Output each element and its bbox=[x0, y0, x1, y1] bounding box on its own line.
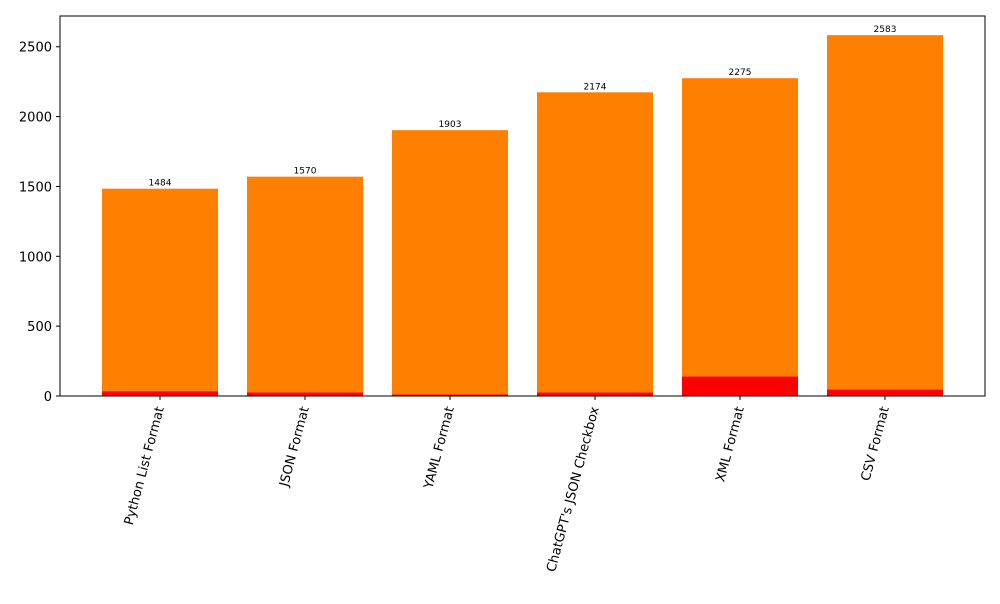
plot-frame bbox=[59, 15, 986, 397]
x-tick-label: CSV Format bbox=[859, 405, 893, 482]
bar-segment-s1 bbox=[392, 130, 508, 395]
x-tick-label: JSON Format bbox=[277, 405, 313, 489]
bar-segment-s1 bbox=[682, 78, 798, 377]
y-tick-label: 1500 bbox=[19, 180, 52, 195]
bar-segment-s1 bbox=[247, 176, 363, 393]
bar-segment-s0 bbox=[827, 389, 943, 396]
x-axis: Python List Format JSON Format YAML Format… bbox=[122, 396, 893, 574]
bar-value-label: 2275 bbox=[729, 68, 752, 78]
x-tick-label: YAML Format bbox=[421, 405, 458, 491]
bar-segment-s0 bbox=[537, 392, 653, 396]
bar-value-label: 1570 bbox=[294, 167, 317, 177]
x-tick-label: XML Format bbox=[713, 405, 747, 484]
bar-segment-s0 bbox=[682, 376, 798, 396]
bar-segment-s1 bbox=[102, 188, 218, 392]
bar-segment-s0 bbox=[392, 394, 508, 396]
bar-value-label: 2174 bbox=[584, 82, 607, 92]
bar-segment-s0 bbox=[102, 391, 218, 396]
y-tick-label: 0 bbox=[44, 390, 52, 405]
bar-value-label: 2583 bbox=[874, 25, 897, 35]
x-tick-label: Python List Format bbox=[122, 405, 168, 527]
y-tick-label: 1000 bbox=[19, 250, 52, 265]
x-tick-label: ChatGPT's JSON Checkbox bbox=[544, 405, 603, 574]
y-tick-label: 2000 bbox=[19, 111, 52, 126]
bar-segment-s0 bbox=[247, 392, 363, 396]
bar-value-label: 1903 bbox=[439, 120, 462, 130]
y-tick-label: 2500 bbox=[19, 41, 52, 56]
bars-layer bbox=[102, 35, 943, 396]
bar-segment-s1 bbox=[537, 92, 653, 393]
bar-segment-s1 bbox=[827, 35, 943, 390]
y-tick-label: 500 bbox=[27, 320, 52, 335]
bar-value-label: 1484 bbox=[149, 179, 172, 189]
data-labels-layer: 1484 1570 1903 2174 2275 2583 bbox=[149, 25, 897, 189]
y-axis: 0 500 1000 1500 2000 2500 bbox=[19, 41, 60, 405]
